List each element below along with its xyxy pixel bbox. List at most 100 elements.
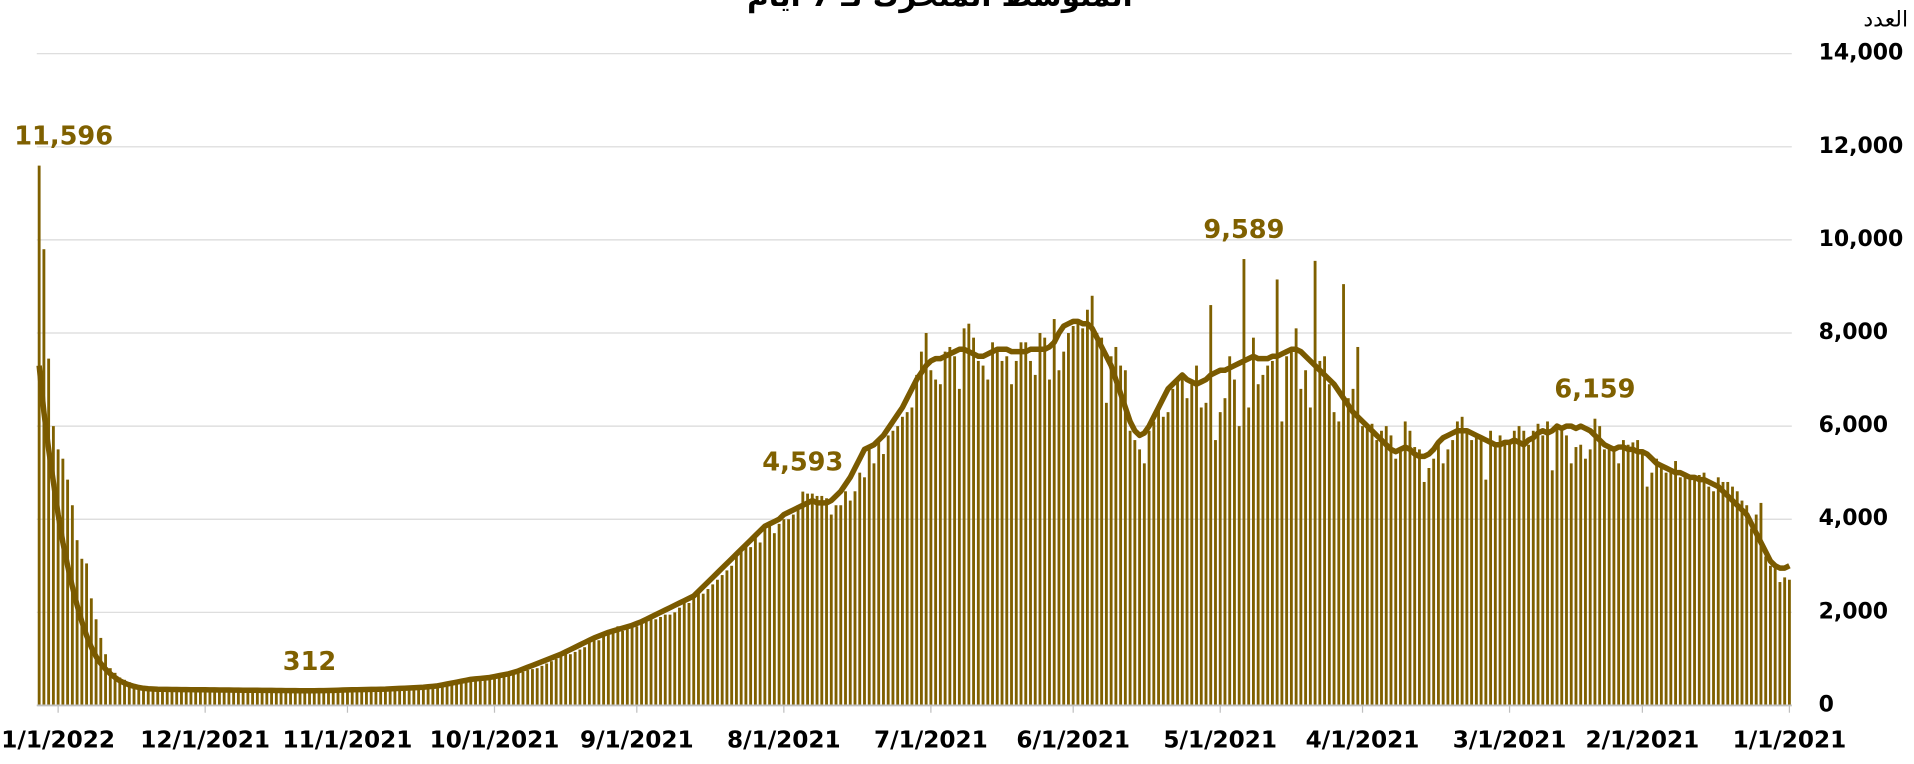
value-label: 6,159 (1554, 375, 1635, 405)
bar (578, 649, 582, 706)
bar (208, 689, 212, 706)
bar (1640, 449, 1644, 706)
bar (654, 619, 658, 706)
bar (99, 637, 103, 706)
bar (825, 498, 828, 706)
bar (1327, 384, 1331, 706)
bar (976, 360, 980, 706)
bar (227, 690, 231, 706)
bar (459, 683, 463, 706)
bar (113, 672, 117, 706)
bar (232, 690, 236, 706)
bar (692, 598, 696, 706)
bar (360, 689, 364, 706)
bar (289, 690, 292, 706)
bar (587, 642, 591, 706)
bar (161, 689, 164, 706)
y-tick-label: 6,000 (1819, 413, 1888, 438)
bar (796, 505, 800, 706)
y-tick-label: 12,000 (1819, 134, 1904, 159)
bar (1161, 416, 1165, 706)
bar (1754, 514, 1758, 706)
bar (1048, 379, 1051, 706)
bar (1731, 486, 1734, 706)
bar (1750, 528, 1753, 706)
bar (1024, 342, 1028, 706)
bar (535, 668, 539, 706)
bar (80, 558, 84, 706)
bar (407, 688, 411, 706)
bar (739, 551, 743, 706)
bar (298, 690, 302, 706)
y-tick-label: 0 (1819, 692, 1834, 717)
bar (1617, 463, 1621, 706)
bar (725, 570, 729, 706)
bar (1555, 423, 1559, 706)
x-tick-label: 1/1/2021 (1733, 726, 1847, 753)
bar (1228, 356, 1232, 706)
bar (488, 677, 492, 706)
bar (61, 458, 65, 706)
bar (1446, 449, 1450, 706)
bar (217, 690, 221, 706)
bar (1152, 421, 1156, 706)
bar (1323, 356, 1326, 706)
bar (1527, 444, 1530, 706)
bar (1674, 461, 1677, 706)
bar (1100, 337, 1104, 706)
bar (938, 384, 942, 706)
bar (1650, 472, 1654, 706)
bar (440, 685, 444, 706)
bar (621, 630, 624, 706)
bar (1659, 465, 1663, 706)
bar (644, 621, 648, 706)
bar (1465, 430, 1469, 706)
bar (1180, 374, 1184, 706)
bar (279, 690, 283, 706)
bar (184, 689, 188, 706)
bar (180, 689, 183, 706)
bar (1318, 360, 1322, 706)
bar (108, 668, 112, 706)
bar (1588, 449, 1592, 706)
bar (322, 690, 326, 706)
bar (526, 670, 530, 706)
bar (331, 690, 335, 706)
bar (421, 687, 425, 706)
bar (706, 589, 710, 706)
bar (1114, 346, 1118, 706)
bar (450, 684, 454, 706)
bar (199, 689, 202, 706)
bar (284, 690, 288, 706)
bar (1626, 444, 1630, 706)
bar (1560, 430, 1564, 706)
bar (1621, 440, 1625, 706)
bar (431, 686, 435, 706)
x-tick-label: 12/1/2021 (140, 726, 270, 753)
bar (1389, 435, 1393, 706)
bar (222, 690, 226, 706)
bar (478, 679, 482, 706)
bar (791, 514, 795, 706)
bar (853, 491, 857, 706)
bar (355, 689, 359, 706)
bar (1029, 360, 1032, 706)
bar (929, 370, 933, 706)
bar (1522, 430, 1526, 706)
bar (882, 454, 885, 706)
y-tick-label: 2,000 (1819, 599, 1888, 624)
bar (1508, 444, 1511, 706)
bar (1735, 491, 1739, 706)
bar (948, 346, 952, 706)
bar (1413, 447, 1417, 706)
bar (1683, 472, 1687, 706)
bar (1195, 365, 1198, 706)
bar (175, 689, 179, 706)
bar (1455, 421, 1459, 706)
bar (1138, 449, 1142, 706)
x-tick-label: 5/1/2021 (1163, 726, 1277, 753)
bar (104, 654, 107, 706)
bar (991, 342, 994, 706)
bar (1503, 440, 1507, 706)
